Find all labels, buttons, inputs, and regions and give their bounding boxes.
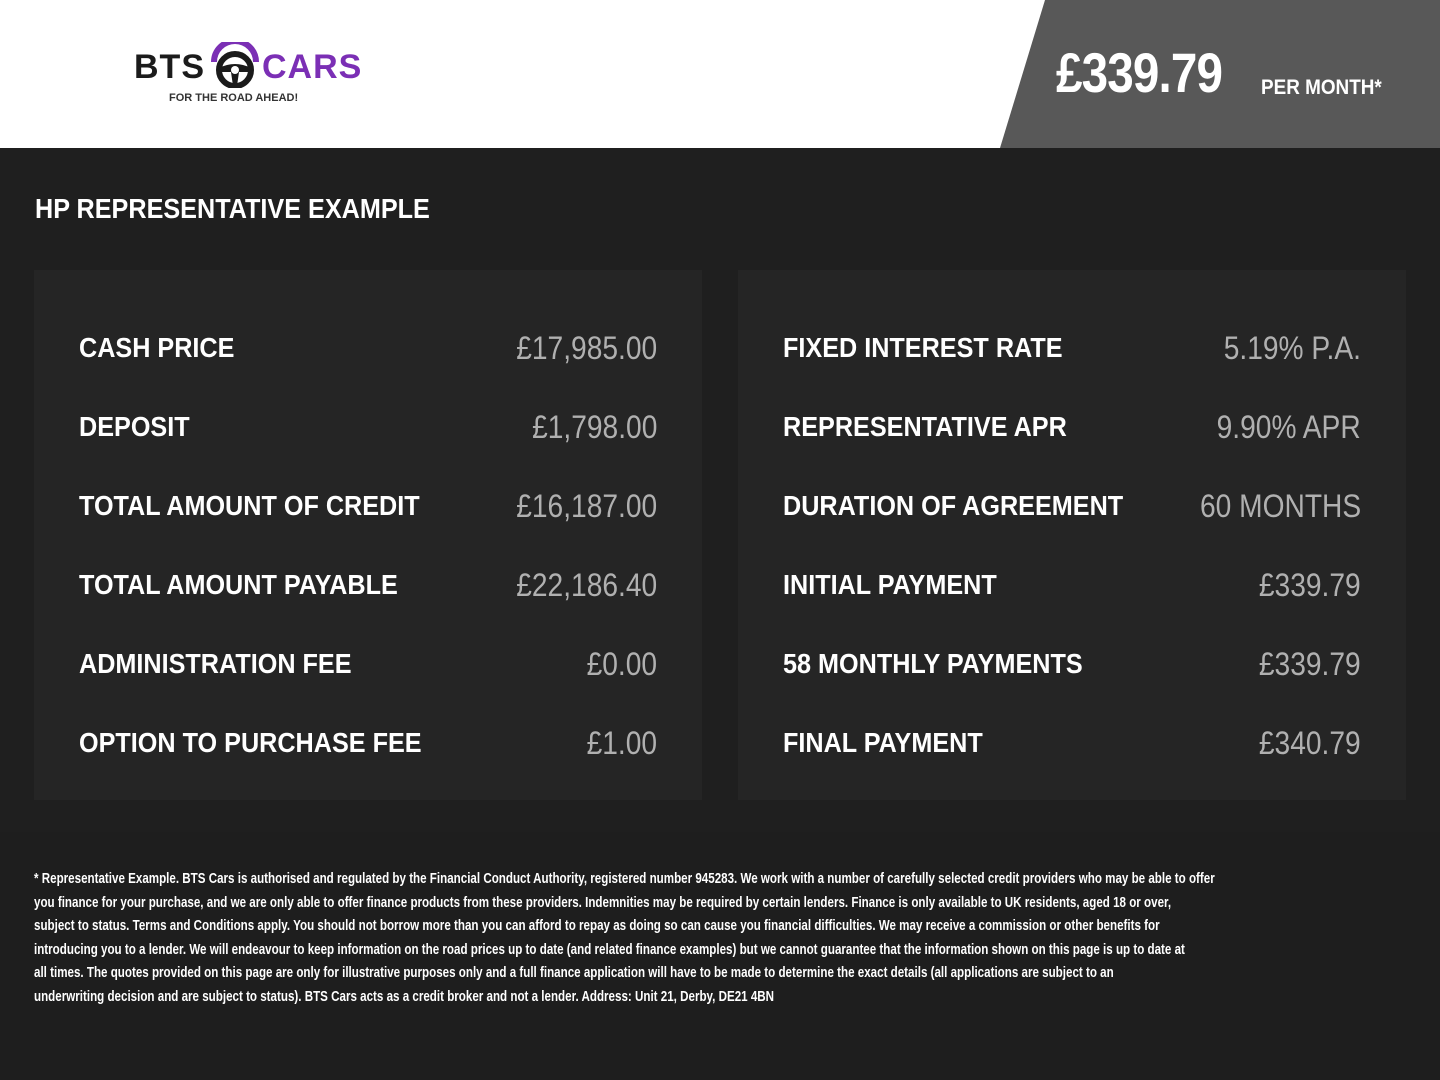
page-title: HP REPRESENTATIVE EXAMPLE — [35, 193, 430, 224]
row-label: TOTAL AMOUNT PAYABLE — [79, 569, 398, 600]
logo-text-bts: BTS — [134, 48, 205, 86]
row-value: £0.00 — [586, 646, 657, 682]
finance-row: ADMINISTRATION FEE £0.00 — [79, 642, 657, 682]
row-value: 60 MONTHS — [1199, 488, 1361, 524]
steering-wheel-icon — [211, 42, 259, 88]
row-label: CASH PRICE — [79, 332, 235, 363]
finance-row: TOTAL AMOUNT OF CREDIT £16,187.00 — [79, 484, 657, 524]
finance-panel-right: FIXED INTEREST RATE 5.19% P.A. REPRESENTA… — [738, 270, 1406, 800]
row-label: FINAL PAYMENT — [783, 727, 983, 758]
row-value: £339.79 — [1259, 646, 1361, 682]
per-month-label: PER MONTH* — [1261, 76, 1382, 99]
finance-panel-left: CASH PRICE £17,985.00 DEPOSIT £1,798.00 TO… — [34, 270, 702, 800]
finance-row: TOTAL AMOUNT PAYABLE £22,186.40 — [79, 563, 657, 603]
row-label: REPRESENTATIVE APR — [783, 411, 1067, 442]
row-label: DEPOSIT — [79, 411, 190, 442]
header: BTS CARS FOR THE ROAD AHEAD! £339.79 PER… — [0, 0, 1440, 148]
disclaimer-line: * Representative Example. BTS Cars is au… — [34, 871, 1215, 887]
row-label: FIXED INTEREST RATE — [783, 332, 1063, 363]
finance-row: FIXED INTEREST RATE 5.19% P.A. — [783, 326, 1361, 366]
finance-row: DEPOSIT £1,798.00 — [79, 405, 657, 445]
finance-row: INITIAL PAYMENT £339.79 — [783, 563, 1361, 603]
finance-row: CASH PRICE £17,985.00 — [79, 326, 657, 366]
row-label: DURATION OF AGREEMENT — [783, 490, 1124, 521]
row-label: ADMINISTRATION FEE — [79, 648, 352, 679]
row-label: TOTAL AMOUNT OF CREDIT — [79, 490, 420, 521]
row-value: £17,985.00 — [516, 330, 657, 366]
monthly-price: £339.79 — [1056, 41, 1223, 104]
row-value: £22,186.40 — [516, 567, 657, 603]
row-label: INITIAL PAYMENT — [783, 569, 997, 600]
disclaimer-section — [0, 832, 1440, 1080]
price-banner — [1000, 0, 1440, 148]
row-label: OPTION TO PURCHASE FEE — [79, 727, 422, 758]
row-value: £16,187.00 — [516, 488, 657, 524]
finance-row: 58 MONTHLY PAYMENTS £339.79 — [783, 642, 1361, 682]
logo-text-cars: CARS — [262, 48, 363, 86]
row-value: £340.79 — [1259, 725, 1361, 761]
finance-row: FINAL PAYMENT £340.79 — [783, 721, 1361, 761]
brand-logo[interactable]: BTS CARS FOR THE ROAD AHEAD! — [134, 42, 361, 108]
row-value: 9.90% APR — [1216, 409, 1361, 445]
disclaimer-line: introducing you to a lender. We will end… — [34, 941, 1185, 958]
row-value: £1,798.00 — [531, 409, 657, 445]
disclaimer-text: * Representative Example. BTS Cars is au… — [34, 868, 1215, 1010]
row-label: 58 MONTHLY PAYMENTS — [783, 648, 1083, 679]
row-value: £1.00 — [586, 725, 657, 761]
disclaimer-line: subject to status. Terms and Conditions … — [34, 918, 1160, 935]
disclaimer-line: all times. The quotes provided on this p… — [34, 965, 1114, 982]
finance-row: REPRESENTATIVE APR 9.90% APR — [783, 405, 1361, 445]
finance-row: OPTION TO PURCHASE FEE £1.00 — [79, 721, 657, 761]
finance-row: DURATION OF AGREEMENT 60 MONTHS — [783, 484, 1361, 524]
row-value: £339.79 — [1259, 567, 1361, 603]
row-value: 5.19% P.A. — [1223, 330, 1361, 366]
logo-tagline: FOR THE ROAD AHEAD! — [169, 92, 299, 104]
disclaimer-line: underwriting decision and are subject to… — [34, 988, 775, 1005]
disclaimer-line: you finance for your purchase, and we ar… — [34, 894, 1172, 911]
